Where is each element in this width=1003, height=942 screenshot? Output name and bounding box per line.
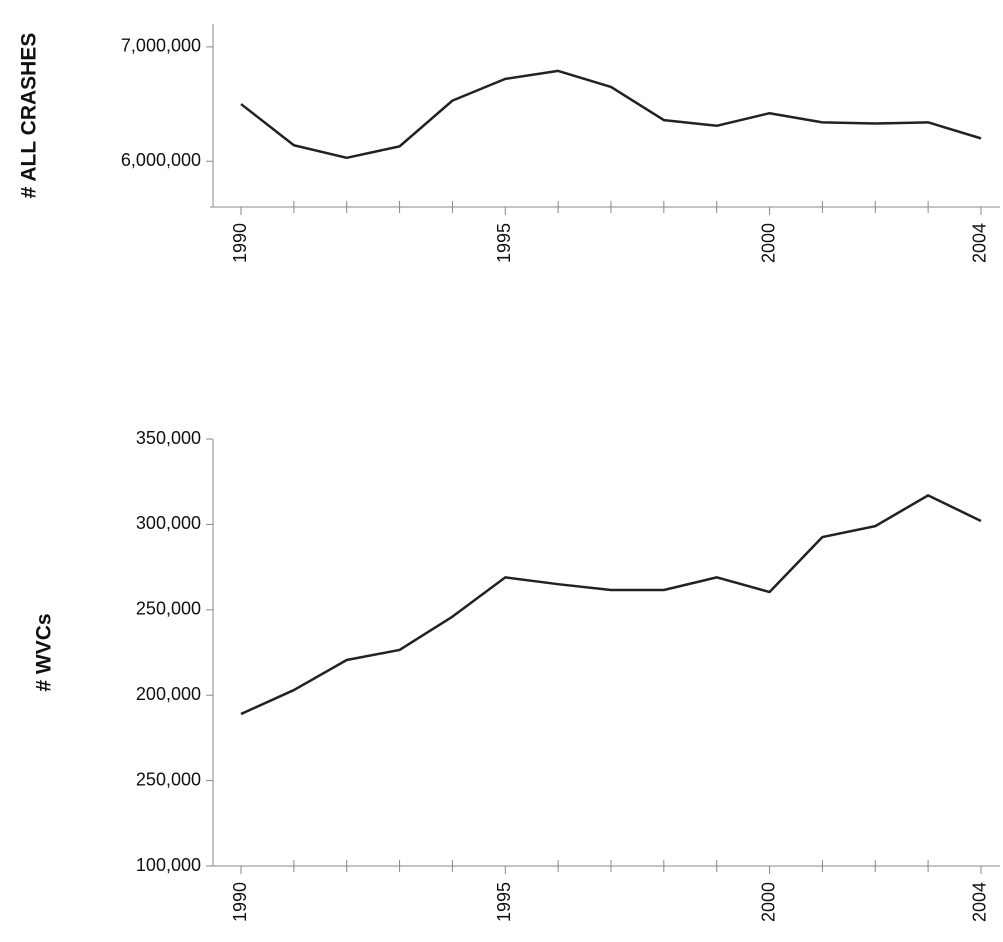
x-tick-label: 2004: [970, 223, 990, 263]
x-tick-label: 2004: [970, 882, 990, 922]
x-tick-label: 1990: [230, 223, 250, 263]
y-tick-label: 350,000: [136, 428, 201, 448]
x-tick-label: 1995: [494, 223, 514, 263]
x-tick-label: 2000: [758, 882, 778, 922]
y-tick-label: 250,000: [136, 769, 201, 789]
x-tick-label: 1990: [230, 882, 250, 922]
data-line: [240, 494, 982, 716]
y-tick-label: 6,000,000: [121, 150, 201, 170]
data-line: [240, 69, 982, 160]
y-tick-label: 7,000,000: [121, 36, 201, 56]
y-tick-label: 300,000: [136, 513, 201, 533]
y-tick-label: 200,000: [136, 684, 201, 704]
y-axis-label: # WVCs: [33, 613, 56, 691]
x-tick-label: 2000: [758, 223, 778, 263]
y-tick-label: 250,000: [136, 599, 201, 619]
y-tick-label: 100,000: [136, 855, 201, 875]
x-tick-label: 1995: [494, 882, 514, 922]
y-axis-label: # ALL CRASHES: [18, 33, 41, 199]
